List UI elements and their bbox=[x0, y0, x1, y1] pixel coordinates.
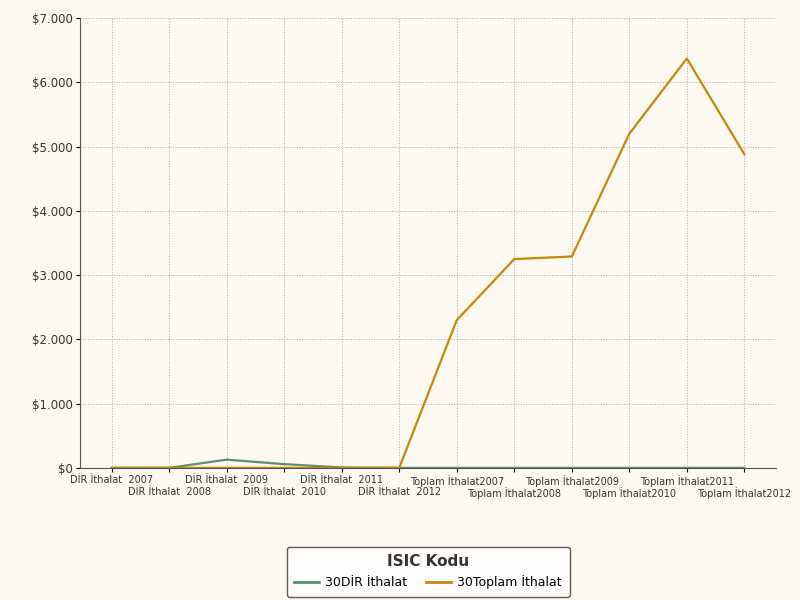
30Toplam İthalat bbox=[567, 253, 577, 260]
30DİR İthalat bbox=[164, 464, 174, 472]
30Toplam İthalat bbox=[682, 55, 692, 62]
30DİR İthalat bbox=[107, 464, 117, 472]
30Toplam İthalat bbox=[164, 464, 174, 472]
30Toplam İthalat bbox=[452, 317, 462, 324]
30Toplam İthalat bbox=[337, 464, 346, 472]
30DİR İthalat bbox=[222, 456, 231, 463]
Line: 30DİR İthalat: 30DİR İthalat bbox=[112, 460, 744, 468]
30DİR İthalat bbox=[567, 464, 577, 472]
30DİR İthalat bbox=[452, 464, 462, 472]
30DİR İthalat bbox=[682, 464, 692, 472]
30Toplam İthalat bbox=[394, 464, 404, 472]
30Toplam İthalat bbox=[510, 256, 519, 263]
30Toplam İthalat bbox=[279, 464, 289, 472]
30DİR İthalat bbox=[625, 464, 634, 472]
30DİR İthalat bbox=[279, 461, 289, 468]
30DİR İthalat bbox=[510, 464, 519, 472]
30Toplam İthalat bbox=[739, 151, 749, 158]
30DİR İthalat bbox=[337, 464, 346, 471]
30Toplam İthalat bbox=[222, 464, 231, 472]
30Toplam İthalat bbox=[107, 464, 117, 472]
Legend: 30DİR İthalat, 30Toplam İthalat: 30DİR İthalat, 30Toplam İthalat bbox=[286, 547, 570, 597]
Line: 30Toplam İthalat: 30Toplam İthalat bbox=[112, 58, 744, 468]
30DİR İthalat bbox=[394, 464, 404, 472]
30Toplam İthalat bbox=[625, 130, 634, 137]
30DİR İthalat bbox=[739, 464, 749, 472]
